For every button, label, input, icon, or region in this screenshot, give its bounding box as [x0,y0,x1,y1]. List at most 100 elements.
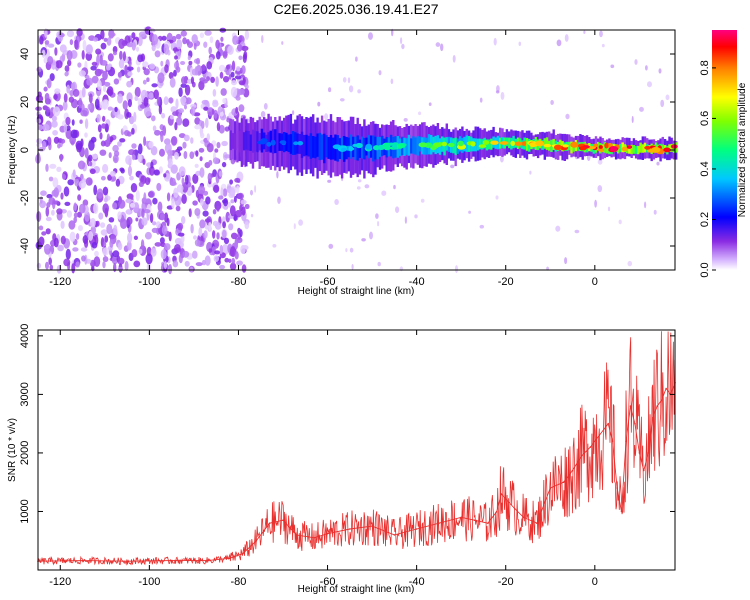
spectrogram-noise-blob [113,262,117,273]
spectrogram-noise-blob [241,45,249,52]
spectrogram-noise-blob [49,264,54,271]
spectrogram-noise-blob [41,49,46,58]
spectrogram-noise-blob [52,130,58,136]
spectrogram-noise-blob [191,34,198,44]
spectrogram-noise-blob [90,136,97,143]
spectrogram-noise-blob [74,178,80,187]
spectrogram-noise-blob [230,232,238,240]
spectrogram-band-peak [578,146,587,151]
spectrogram-noise-blob [206,143,214,153]
spectrogram-noise-blob [144,231,152,240]
spectrogram-noise-blob [102,203,109,214]
spectrogram-noise-blob [112,46,118,53]
snr-data-point [634,422,636,425]
spectrogram-noise-blob [173,69,177,77]
spectrogram-band-cell [634,146,638,154]
spectrogram-noise-blob [79,119,83,124]
spectrogram-noise-blob [237,88,245,96]
spectrogram-band-cell [416,136,419,156]
snr-data-point [607,422,609,425]
spectrogram-noise-blob [109,239,114,248]
spectrogram-noise-blob [183,151,188,159]
spectrogram-noise-blob [75,233,80,240]
spectrogram-noise-blob [194,66,198,76]
spectrogram-noise-blob [79,203,86,214]
spectrogram-noise-blob [55,60,63,69]
spectrogram-noise-blob [201,99,209,105]
spectrogram-band-peak [608,146,619,152]
spectrogram-noise-blob [80,110,88,117]
spectrogram-noise-blob [218,170,223,177]
spectrogram-noise-blob [142,158,146,165]
spectrogram-noise-blob [129,175,134,181]
spectrogram-band-peak [626,145,633,149]
spectrogram-noise-blob [99,149,107,156]
spectrogram-noise-blob [220,88,227,96]
spectrogram-y-axis-label: Frequency (Hz) [7,116,18,185]
spectrogram-noise-blob [245,84,249,90]
spectrogram-x-tick-label: -40 [409,276,425,288]
spectrogram-noise-blob [181,194,187,204]
spectrogram-noise-blob [194,117,201,125]
spectrogram-noise-blob [91,61,98,66]
spectrogram-noise-blob [479,97,483,103]
spectrogram-x-tick-label: -60 [320,276,336,288]
spectrogram-band-cell [361,136,364,159]
spectrogram-band-cell [318,132,321,161]
spectrogram-noise-blob [74,39,79,50]
spectrogram-noise-blob [176,184,184,193]
spectrogram-noise-blob [64,71,69,77]
spectrogram-noise-blob [127,165,133,177]
spectrogram-band-cell [559,139,562,150]
spectrogram-noise-blob [138,248,143,255]
spectrogram-noise-blob [169,181,177,186]
spectrogram-noise-blob [159,237,165,244]
spectrogram-noise-blob [178,254,183,264]
spectrogram-noise-blob [113,78,120,85]
spectrogram-noise-blob [328,243,334,249]
spectrogram-noise-blob [173,187,179,198]
spectrogram-noise-blob [597,159,603,165]
spectrogram-noise-blob [189,151,195,159]
spectrogram-noise-blob [529,170,532,175]
spectrogram-noise-blob [72,169,76,178]
spectrogram-noise-blob [68,96,75,103]
spectrogram-band-cell [249,134,252,151]
spectrogram-noise-blob [84,132,88,138]
spectrogram-noise-blob [131,32,136,39]
spectrogram-band-peak [593,143,599,148]
spectrogram-noise-blob [195,57,201,65]
snr-data-point [473,519,476,521]
spectrogram-noise-blob [281,41,284,45]
spectrogram-noise-blob [208,159,213,166]
spectrogram-noise-blob [149,63,156,70]
spectrogram-noise-blob [40,190,47,196]
spectrogram-noise-blob [440,43,444,52]
spectrogram-noise-blob [76,28,83,37]
spectrogram-band-cell [291,131,295,155]
spectrogram-noise-blob [177,222,184,231]
spectrogram-noise-blob [161,225,168,235]
spectrogram-noise-blob [107,53,114,62]
spectrogram-noise-blob [118,199,126,209]
spectrogram-noise-blob [135,190,140,202]
spectrogram-noise-blob [182,118,190,127]
spectrogram-noise-blob [96,188,104,199]
spectrogram-noise-blob [49,73,55,82]
spectrogram-noise-blob [550,100,554,105]
spectrogram-band-cell [307,135,310,157]
snr-data-point [616,487,618,489]
snr-y-tick-label: 4000 [19,324,31,348]
spectrogram-noise-blob [175,205,181,212]
spectrogram-noise-blob [43,244,51,249]
spectrogram-noise-blob [339,98,345,102]
spectrogram-noise-blob [218,124,225,134]
spectrogram-noise-blob [206,133,210,141]
spectrogram-band-peak [266,141,272,147]
spectrogram-noise-blob [224,257,230,263]
spectrogram-band-peak [535,140,545,147]
spectrogram-y-tick-label: 0 [19,147,31,153]
spectrogram-noise-blob [82,39,87,51]
spectrogram-noise-blob [38,236,45,247]
spectrogram-noise-blob [78,89,84,100]
